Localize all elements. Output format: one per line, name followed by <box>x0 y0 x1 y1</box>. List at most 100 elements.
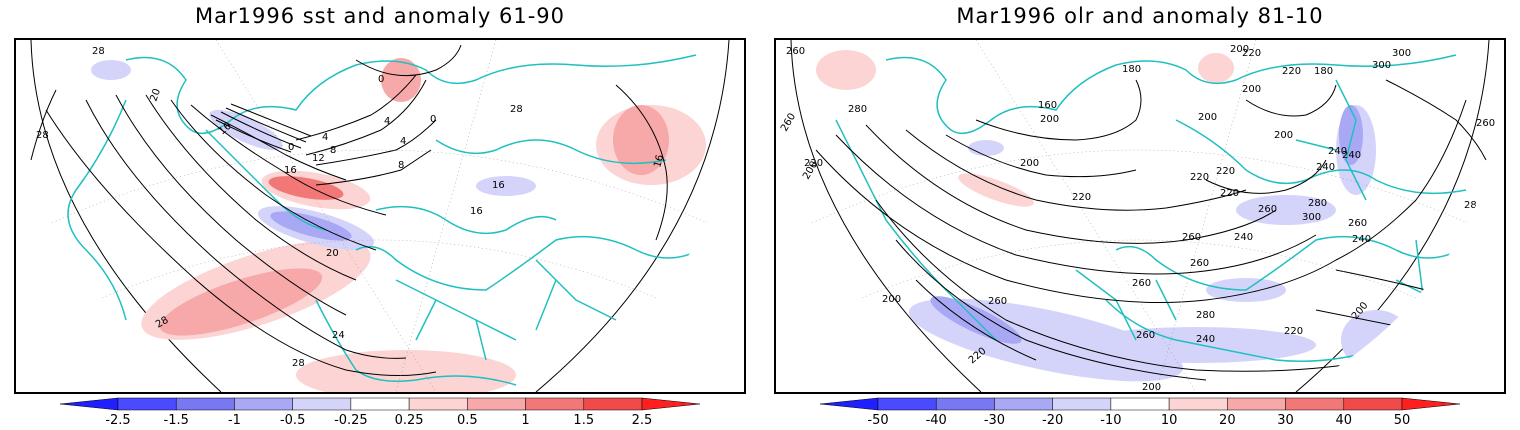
contour-label: 240 <box>1234 232 1253 243</box>
contour-label: 300 <box>1392 48 1411 59</box>
colorbar-triangle-high <box>641 397 701 411</box>
sst-contours <box>30 44 668 377</box>
contour-label: 260 <box>779 111 798 133</box>
colorbar-tick-label: 0.25 <box>395 413 424 428</box>
projection-edge-right <box>535 40 730 392</box>
olr-map-canvas: 260 280 260 220 200 180 160 200 200 220 … <box>776 40 1504 392</box>
contour-label: 200 <box>1040 114 1059 125</box>
contour-label: 28 <box>510 104 523 115</box>
sst-colorbar-svg: -2.5 -1.5 -1 -0.5 -0.25 0.25 0.5 1 1.5 2.5 <box>59 397 701 428</box>
contour-label: 220 <box>1242 48 1261 59</box>
contour-label: 260 <box>1348 218 1367 229</box>
contour-label: 280 <box>1196 310 1215 321</box>
contour-label: 20 <box>326 248 339 259</box>
colorbar-swatch <box>175 397 235 411</box>
contour-label: 8 <box>330 145 336 156</box>
colorbar-triangle-low <box>59 397 119 411</box>
contour-label: 200 <box>1274 130 1293 141</box>
contour-label: 160 <box>1038 100 1057 111</box>
contour-label: 260 <box>1132 278 1151 289</box>
colorbar-swatch <box>935 397 995 411</box>
contour-label: 20 <box>148 87 163 103</box>
colorbar-triangle-low <box>819 397 879 411</box>
contour-label: 280 <box>848 104 867 115</box>
colorbar-tick-label: 0.5 <box>457 413 478 428</box>
contour-label: 200 <box>1020 158 1039 169</box>
contour-label: 0 <box>378 74 384 85</box>
colorbar-tick-label: -0.25 <box>334 413 368 428</box>
contour-label: 200 <box>1198 112 1217 123</box>
olr-contour-labels: 260 280 260 220 200 180 160 200 200 220 … <box>779 44 1495 392</box>
contour-label: 0 <box>288 142 294 153</box>
colorbar-tick-label: 2.5 <box>632 413 653 428</box>
projection-edge-left <box>30 40 222 392</box>
colorbar-swatch <box>1110 397 1170 411</box>
contour-label: 220 <box>1284 326 1303 337</box>
colorbar-swatch <box>467 397 526 411</box>
colorbar-tick-label: -50 <box>867 413 888 428</box>
contour-label: 260 <box>1258 204 1277 215</box>
contour-label: 220 <box>1190 172 1209 183</box>
contour-label: 4 <box>322 132 328 143</box>
colorbar-swatch <box>583 397 643 411</box>
colorbar-swatch <box>350 397 410 411</box>
olr-anomaly-fields <box>816 50 1411 382</box>
coastlines <box>67 54 717 386</box>
contour-label: 24 <box>332 330 345 341</box>
contour-label: 260 <box>988 296 1007 307</box>
contour-label: 16 <box>470 206 483 217</box>
colorbar-tick-label: 1.5 <box>573 413 594 428</box>
contour-label: 16 <box>284 165 297 176</box>
contour-label: 4 <box>400 136 406 147</box>
contour-label: 28 <box>36 130 49 141</box>
colorbar-tick-label: 20 <box>1219 413 1236 428</box>
contour-label: 180 <box>1122 64 1141 75</box>
contour-label: 16 <box>652 154 666 169</box>
colorbar-swatch <box>1285 397 1345 411</box>
contour-label: 240 <box>1328 146 1347 157</box>
colorbar-tick-label: -1.5 <box>164 413 189 428</box>
contour-label: 0 <box>430 114 436 125</box>
contour-label: 4 <box>384 116 390 127</box>
graticule <box>16 40 744 392</box>
colorbar-swatch <box>1227 397 1286 411</box>
contour-label: 200 <box>1242 84 1261 95</box>
colorbar-tick-label: -30 <box>984 413 1005 428</box>
colorbar-tick-label: -1 <box>228 413 241 428</box>
graticule <box>776 40 1504 392</box>
contour-label: 220 <box>1220 188 1239 199</box>
colorbar-swatch <box>994 397 1053 411</box>
contour-label: 240 <box>1352 234 1371 245</box>
contour-label: 280 <box>1308 198 1327 209</box>
sst-map-canvas: 28 20 28 0 4 4 0 8 12 16 16 16 16 4 8 20… <box>16 40 744 392</box>
sst-anomaly-map: 28 20 28 0 4 4 0 8 12 16 16 16 16 4 8 20… <box>14 38 746 394</box>
colorbar-tick-label: 1 <box>521 413 529 428</box>
projection-edge-right <box>1295 40 1490 392</box>
contour-label: 28 <box>92 46 105 57</box>
contour-label: 12 <box>312 153 325 164</box>
right-panel-title: Mar1996 olr and anomaly 81-10 <box>956 4 1324 28</box>
contour-label: 16 <box>492 180 505 191</box>
projection-edge-left <box>790 40 982 392</box>
colorbar-swatch <box>408 397 468 411</box>
colorbar-tick-label: 30 <box>1277 413 1294 428</box>
coastlines <box>835 54 1477 362</box>
contour-label: 240 <box>1196 334 1215 345</box>
colorbar-tick-label: 10 <box>1161 413 1178 428</box>
contour-label: 300 <box>1372 60 1391 71</box>
colorbar-swatch <box>877 397 937 411</box>
colorbar-swatch <box>1052 397 1112 411</box>
colorbar-swatch <box>1343 397 1403 411</box>
sst-contour-labels: 28 20 28 0 4 4 0 8 12 16 16 16 16 4 8 20… <box>36 46 666 369</box>
colorbar-swatch <box>234 397 293 411</box>
contour-label: 220 <box>804 158 823 169</box>
contour-label: 260 <box>1182 232 1201 243</box>
colorbar-swatch <box>525 397 585 411</box>
contour-label: 180 <box>1314 66 1333 77</box>
olr-colorbar-svg: -50 -40 -30 -20 -10 10 20 30 40 50 <box>819 397 1461 428</box>
olr-colorbar: -50 -40 -30 -20 -10 10 20 30 40 50 <box>819 397 1461 428</box>
colorbar-tick-label: -2.5 <box>105 413 130 428</box>
colorbar-swatch <box>1168 397 1228 411</box>
contour-label: 300 <box>1302 212 1321 223</box>
contour-label: 260 <box>1190 258 1209 269</box>
